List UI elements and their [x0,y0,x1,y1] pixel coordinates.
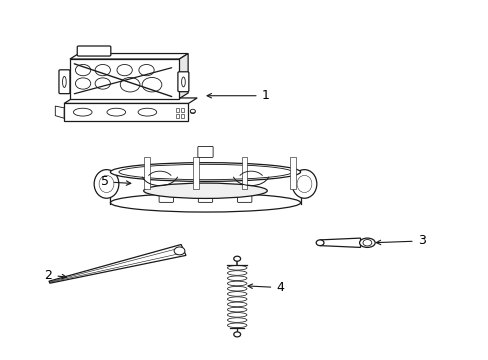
Ellipse shape [138,108,156,116]
Polygon shape [320,238,360,247]
Circle shape [95,64,110,76]
Polygon shape [55,106,64,118]
Ellipse shape [227,271,246,275]
Circle shape [120,77,140,92]
FancyBboxPatch shape [178,72,188,92]
Ellipse shape [227,276,246,280]
Ellipse shape [227,287,246,291]
Ellipse shape [227,323,246,328]
Text: 4: 4 [247,281,284,294]
FancyBboxPatch shape [64,103,188,121]
Text: 1: 1 [206,89,269,102]
Bar [192,157,198,189]
Ellipse shape [227,307,246,312]
Circle shape [95,78,110,89]
Ellipse shape [143,183,267,198]
Bar [144,157,149,189]
Ellipse shape [227,281,246,286]
Circle shape [174,247,184,255]
Bar [241,157,247,189]
Polygon shape [179,54,188,99]
Ellipse shape [181,77,185,87]
Ellipse shape [110,163,300,181]
FancyBboxPatch shape [198,147,213,157]
Circle shape [316,240,324,246]
Circle shape [139,64,154,76]
Circle shape [190,109,195,113]
FancyBboxPatch shape [159,188,173,202]
Ellipse shape [227,302,246,307]
Ellipse shape [291,170,316,198]
Circle shape [362,239,371,246]
Text: 3: 3 [375,234,425,247]
Ellipse shape [227,318,246,323]
FancyBboxPatch shape [198,188,212,202]
Circle shape [75,64,91,76]
Bar [181,114,184,118]
Ellipse shape [62,76,66,87]
Ellipse shape [119,165,291,180]
Ellipse shape [99,175,114,193]
Ellipse shape [227,297,246,301]
Ellipse shape [107,108,125,116]
Ellipse shape [227,312,246,317]
Ellipse shape [227,292,246,296]
FancyBboxPatch shape [59,70,70,94]
Circle shape [117,64,132,76]
Bar [176,114,179,118]
Circle shape [75,78,91,89]
Polygon shape [70,54,188,59]
Ellipse shape [296,175,311,193]
FancyBboxPatch shape [77,46,111,56]
Circle shape [142,77,162,92]
Circle shape [233,256,240,261]
Text: 2: 2 [44,269,66,282]
FancyBboxPatch shape [70,59,179,99]
Ellipse shape [73,108,92,116]
Ellipse shape [227,265,246,270]
Ellipse shape [94,170,119,198]
Ellipse shape [359,238,374,247]
Circle shape [233,332,240,337]
FancyBboxPatch shape [237,188,251,202]
Polygon shape [49,244,185,283]
Circle shape [190,110,195,113]
Bar [176,108,179,112]
Bar [290,157,296,189]
Text: 5: 5 [101,175,130,188]
Ellipse shape [110,193,300,212]
Bar [181,108,184,112]
Polygon shape [64,98,197,103]
